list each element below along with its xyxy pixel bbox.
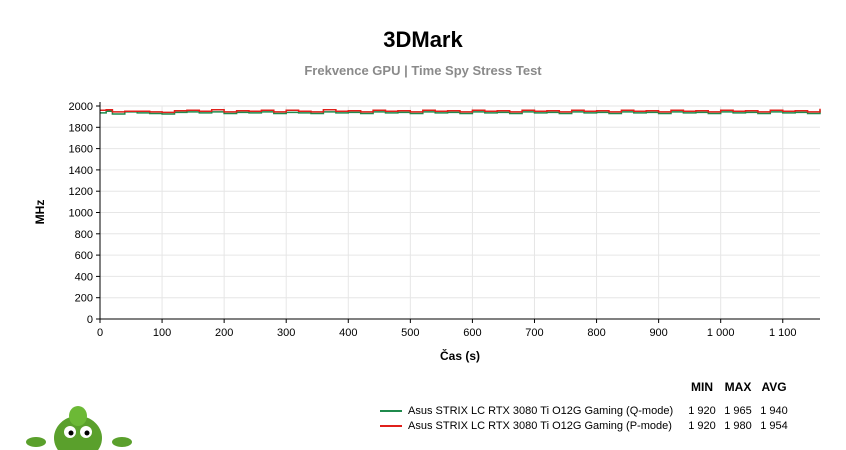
grid-lines [100,105,820,320]
y-axis-ticks: 0 200 400 600 800 1000 1200 1400 1600 1800 2000 [69,101,100,326]
legend-max: 1 980 [724,419,752,432]
x-tick-label: 300 [277,327,295,339]
legend: MIN MAX AVG Asus STRIX LC RTX 3080 Ti O1… [380,380,800,433]
x-tick-label: 500 [401,327,419,339]
chart-title: 3DMark [383,27,463,52]
y-tick-label: 1800 [69,122,93,134]
y-axis-title: MHz [33,200,47,225]
x-axis-ticks: 0 100 200 300 400 500 600 700 800 900 1 000 1 100 [97,319,797,339]
mascot-pupil-right [84,430,90,436]
legend-row-q-mode: Asus STRIX LC RTX 3080 Ti O12G Gaming (Q… [380,403,800,418]
legend-row-p-mode: Asus STRIX LC RTX 3080 Ti O12G Gaming (P… [380,418,800,433]
legend-col-min: MIN [691,380,713,394]
y-tick-label: 200 [75,293,93,305]
x-tick-label: 200 [215,327,233,339]
mascot-hand-right [112,437,132,447]
y-tick-label: 2000 [69,101,93,113]
legend-label: Asus STRIX LC RTX 3080 Ti O12G Gaming (P… [408,419,672,432]
mascot-hand-left [26,437,46,447]
chart-subtitle: Frekvence GPU | Time Spy Stress Test [304,63,542,78]
legend-header: MIN MAX AVG [380,380,800,394]
y-tick-label: 800 [75,229,93,241]
legend-avg: 1 954 [760,419,788,432]
x-tick-label: 600 [463,327,481,339]
x-tick-label: 400 [339,327,357,339]
legend-swatch-p-mode [380,424,402,427]
y-tick-label: 0 [87,314,93,326]
green-alien-mascot-icon [26,406,132,450]
legend-swatch-q-mode [380,409,402,412]
y-tick-label: 400 [75,271,93,283]
y-tick-label: 1400 [69,165,93,177]
legend-min: 1 920 [688,404,716,417]
x-tick-label: 100 [153,327,171,339]
series-lines [100,108,821,115]
y-tick-label: 1600 [69,144,93,156]
x-tick-label: 1 000 [707,327,735,339]
series-line-p-mode [100,108,821,114]
legend-col-avg: AVG [761,380,787,394]
legend-label: Asus STRIX LC RTX 3080 Ti O12G Gaming (Q… [408,404,674,417]
mascot-pupil-left [68,430,74,436]
legend-max: 1 965 [724,404,752,417]
x-axis-title: Čas (s) [440,348,480,363]
legend-avg: 1 940 [760,404,788,417]
y-tick-label: 1000 [69,208,93,220]
y-tick-label: 600 [75,250,93,262]
mascot-head [54,416,102,450]
mascot-top [69,406,87,426]
x-tick-label: 800 [587,327,605,339]
x-tick-label: 900 [649,327,667,339]
x-tick-label: 700 [525,327,543,339]
x-tick-label: 0 [97,327,103,339]
x-tick-label: 1 100 [769,327,797,339]
legend-min: 1 920 [688,419,716,432]
legend-col-max: MAX [724,380,752,394]
y-tick-label: 1200 [69,186,93,198]
